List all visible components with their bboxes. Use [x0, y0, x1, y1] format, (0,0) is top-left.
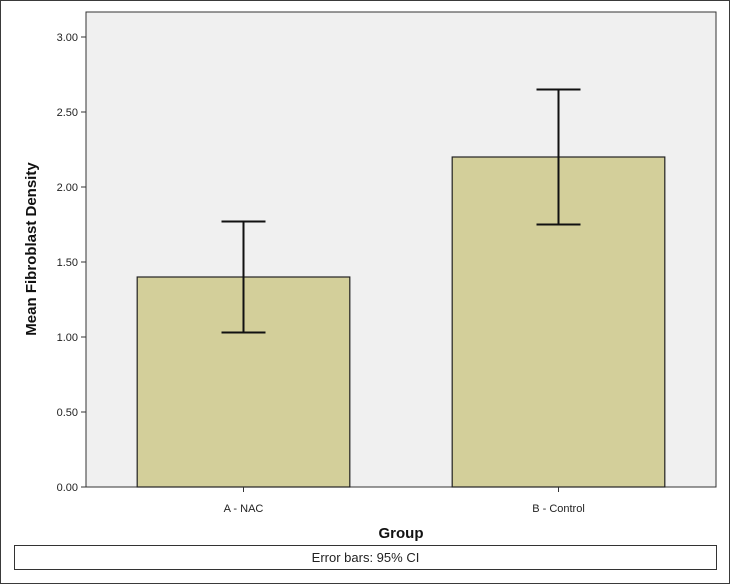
x-axis-ticks: A - NAC B - Control: [224, 487, 585, 515]
y-axis-ticks: 0.00 0.50 1.00 1.50 2.00 2.50 3.00: [57, 32, 86, 494]
y-tick-label: 1.50: [57, 257, 78, 269]
error-bars: [221, 88, 581, 334]
y-tick-label: 0.50: [57, 407, 78, 419]
y-tick-label: 2.00: [57, 182, 78, 194]
x-axis-title: Group: [379, 525, 424, 542]
y-tick-label: 3.00: [57, 32, 78, 44]
error-bars-note: Error bars: 95% CI: [14, 545, 717, 570]
y-tick-label: 2.50: [57, 107, 78, 119]
y-tick-label: 1.00: [57, 332, 78, 344]
x-tick-label: B - Control: [532, 503, 585, 515]
y-tick-label: 0.00: [57, 482, 78, 494]
y-axis-title: Mean Fibroblast Density: [23, 162, 40, 336]
x-tick-label: A - NAC: [224, 503, 264, 515]
